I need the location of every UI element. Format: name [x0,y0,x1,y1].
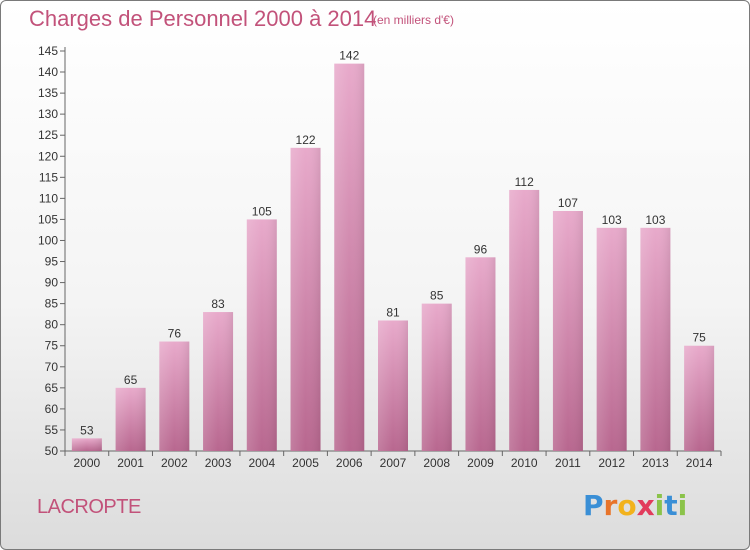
x-tick-label: 2010 [511,456,538,470]
x-tick-label: 2004 [248,456,275,470]
x-tick-label: 2009 [467,456,494,470]
bar-value-label: 103 [645,213,665,227]
y-tick-label: 80 [45,318,59,332]
bar-value-label: 81 [386,305,400,319]
bar-shine [246,219,277,451]
y-tick-label: 60 [45,402,59,416]
x-tick-label: 2008 [423,456,450,470]
bar-shine [203,312,234,451]
bar-value-label: 53 [80,423,94,437]
y-tick-label: 95 [45,255,59,269]
bar-value-label: 105 [252,204,272,218]
x-tick-label: 2005 [292,456,319,470]
commune-name: LACROPTE [37,496,141,518]
bar-shine [640,227,671,451]
y-tick-label: 105 [38,212,58,226]
y-tick-label: 90 [45,276,59,290]
bar-shine [378,320,408,451]
proxiti-logo[interactable]: Proxiti [583,489,688,522]
bar-shine [684,345,715,451]
bar-shine [509,189,540,451]
chart-axes: 50 55 60 65 70 75 80 85 90 95 100 105 110 115 120 125 13… [38,44,722,470]
bar-shine [465,257,496,451]
bar-shine [421,303,452,451]
y-tick-label: 135 [38,86,58,100]
y-tick-label: 50 [45,444,59,458]
bar-shine [290,147,321,451]
y-tick-label: 130 [38,107,58,121]
bar-value-label: 65 [124,373,138,387]
x-tick-label: 2003 [205,456,232,470]
bar-value-label: 107 [558,196,578,210]
y-tick-label: 70 [45,360,59,374]
bar-value-label: 122 [296,133,316,147]
x-tick-label: 2013 [642,456,669,470]
x-tick-label: 2007 [380,456,407,470]
bar-shine [552,211,583,451]
bar-shine [334,63,365,451]
x-tick-label: 2000 [74,456,101,470]
x-tick-label: 2002 [161,456,188,470]
y-tick-label: 140 [38,65,58,79]
y-tick-label: 115 [39,170,58,184]
bar-shine [115,387,146,451]
y-tick-label: 65 [45,381,59,395]
bar-shine [596,227,627,451]
bar-value-label: 96 [474,242,488,256]
bar-value-label: 103 [602,213,622,227]
bar-value-label: 112 [515,175,534,189]
bar-value-label: 75 [692,331,706,345]
y-tick-label: 85 [45,297,59,311]
y-tick-label: 125 [38,128,58,142]
bar-value-label: 85 [430,289,444,303]
x-tick-label: 2012 [598,456,625,470]
bar-value-label: 83 [211,297,225,311]
y-tick-label: 120 [38,149,58,163]
chart-bars: 53 65 76 83 105 122 142 81 85 96 112 107 103 103 75 [71,49,715,451]
y-tick-label: 145 [38,44,58,58]
y-tick-label: 100 [38,233,58,247]
bar-value-label: 76 [168,327,182,341]
y-tick-label: 110 [39,191,58,205]
x-tick-label: 2006 [336,456,363,470]
bar-shine [71,438,102,451]
chart-subtitle: (en milliers d'€) [373,13,454,27]
y-tick-label: 55 [45,423,59,437]
y-tick-label: 75 [45,339,59,353]
x-tick-label: 2011 [555,456,581,470]
x-tick-label: 2001 [117,456,144,470]
bar-value-label: 142 [339,49,359,63]
chart-title: Charges de Personnel 2000 à 2014 [29,6,377,31]
x-tick-label: 2014 [686,456,713,470]
bar-shine [159,341,190,451]
